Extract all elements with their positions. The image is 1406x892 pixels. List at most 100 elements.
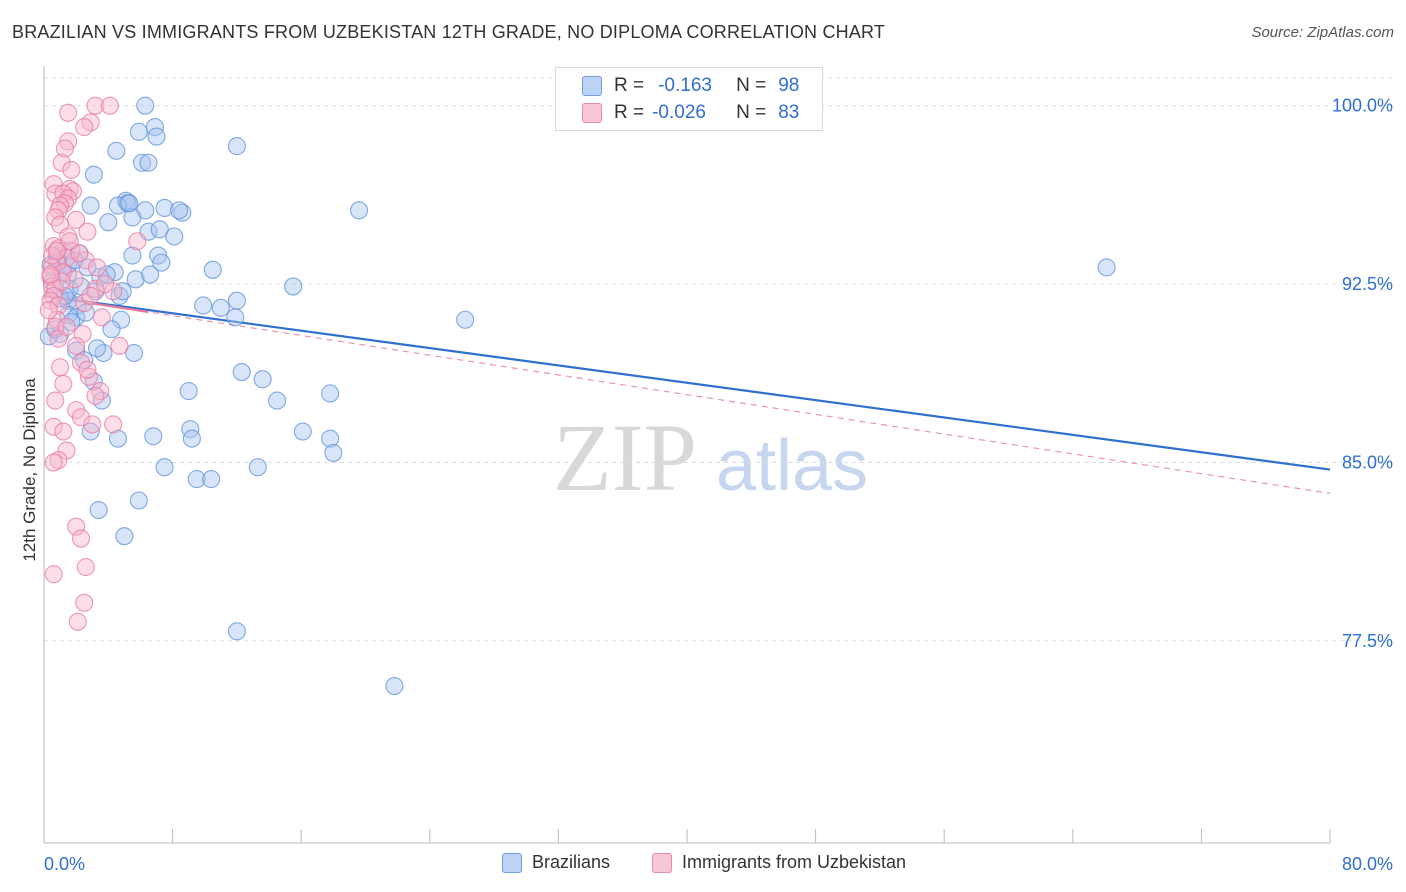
data-point (145, 118, 164, 137)
data-point (126, 270, 145, 289)
data-point (211, 298, 230, 317)
data-point (147, 127, 166, 146)
data-point (70, 244, 89, 263)
grid-lines (44, 77, 1394, 642)
data-point (55, 194, 74, 213)
data-point (232, 363, 251, 382)
data-point (253, 370, 272, 389)
legend-swatch-uzbekistan (652, 852, 672, 873)
data-point (155, 458, 174, 477)
data-point (144, 427, 163, 446)
data-point (123, 208, 142, 227)
data-point (324, 443, 343, 462)
data-point (44, 453, 63, 472)
data-point (76, 558, 95, 577)
data-points (39, 96, 1116, 696)
data-point (86, 386, 105, 405)
data-point (181, 420, 200, 439)
data-point (1097, 258, 1116, 277)
data-point (187, 470, 206, 489)
data-point (75, 351, 94, 370)
legend-r-label: R = (614, 75, 645, 96)
data-point (83, 415, 102, 434)
series-brazilians (39, 96, 1116, 696)
data-point (87, 339, 107, 358)
data-point (39, 301, 58, 320)
y-tick-label: 85.0% (1342, 452, 1393, 472)
legend-r-value: -0.026 (652, 102, 706, 123)
data-point (62, 160, 81, 179)
data-point (71, 408, 91, 427)
data-point (86, 96, 105, 115)
y-tick-label: 77.5% (1342, 631, 1393, 651)
data-point (96, 275, 115, 294)
legend-n-value: 83 (778, 102, 800, 123)
tick-labels: 100.0% 92.5% 85.0% 77.5% 0.0% 80.0% (44, 96, 1393, 874)
data-point (128, 232, 147, 251)
data-point (293, 422, 312, 441)
data-point (133, 153, 152, 172)
legend-swatch-brazilians (502, 852, 522, 873)
y-tick-label: 92.5% (1342, 274, 1393, 294)
data-point (60, 232, 79, 251)
data-point (44, 565, 63, 584)
data-point (75, 118, 94, 137)
data-point (102, 320, 121, 339)
data-point (47, 241, 66, 260)
data-point (104, 415, 123, 434)
data-point (78, 222, 97, 241)
legend-label-uzbekistan: Immigrants from Uzbekistan (682, 852, 907, 872)
data-point (81, 196, 100, 215)
data-point (57, 317, 76, 336)
legend-item-brazilians: Brazilians (502, 852, 610, 873)
data-point (129, 122, 148, 141)
data-point (173, 203, 192, 222)
data-point (113, 282, 132, 301)
legend-item-uzbekistan: Immigrants from Uzbekistan (652, 852, 906, 873)
series-uzbekistan (39, 96, 147, 631)
legend-n-value: 98 (778, 75, 800, 96)
data-point (59, 103, 78, 122)
data-point (44, 286, 63, 306)
data-point (55, 139, 74, 158)
data-point (99, 213, 118, 232)
data-point (226, 308, 245, 327)
data-point (67, 336, 86, 355)
data-point (123, 246, 142, 265)
data-point (81, 422, 100, 441)
data-point (248, 458, 267, 477)
data-point (78, 360, 97, 379)
data-point (321, 429, 340, 448)
data-point (87, 258, 107, 277)
data-point (124, 343, 144, 363)
data-point (49, 451, 68, 470)
data-point (75, 294, 94, 313)
data-point (54, 422, 73, 441)
data-point (155, 198, 174, 218)
data-point (321, 384, 340, 403)
legend-row-brazilians: R = -0.163 N = 98 (582, 74, 799, 98)
x-tick-label: 80.0% (1342, 854, 1393, 874)
legend-label-brazilians: Brazilians (532, 852, 611, 872)
data-point (284, 277, 303, 296)
data-point (129, 491, 148, 510)
data-point (202, 470, 221, 489)
data-point (41, 265, 60, 284)
data-point (108, 429, 127, 448)
axes (43, 66, 1331, 844)
data-point (49, 296, 68, 315)
y-tick-label: 100.0% (1332, 96, 1393, 116)
data-point (268, 391, 287, 410)
data-point (203, 260, 222, 279)
watermark: ZIP atlas (553, 404, 868, 511)
data-point (141, 265, 160, 284)
legend-n-label: N = (736, 75, 767, 96)
trend-line-brazilians (43, 294, 1331, 471)
legend-r-value: -0.163 (658, 75, 712, 96)
data-point (194, 296, 213, 315)
data-point (68, 612, 87, 631)
data-point (152, 253, 171, 272)
data-point (108, 196, 127, 215)
watermark-zip: ZIP (553, 404, 697, 511)
